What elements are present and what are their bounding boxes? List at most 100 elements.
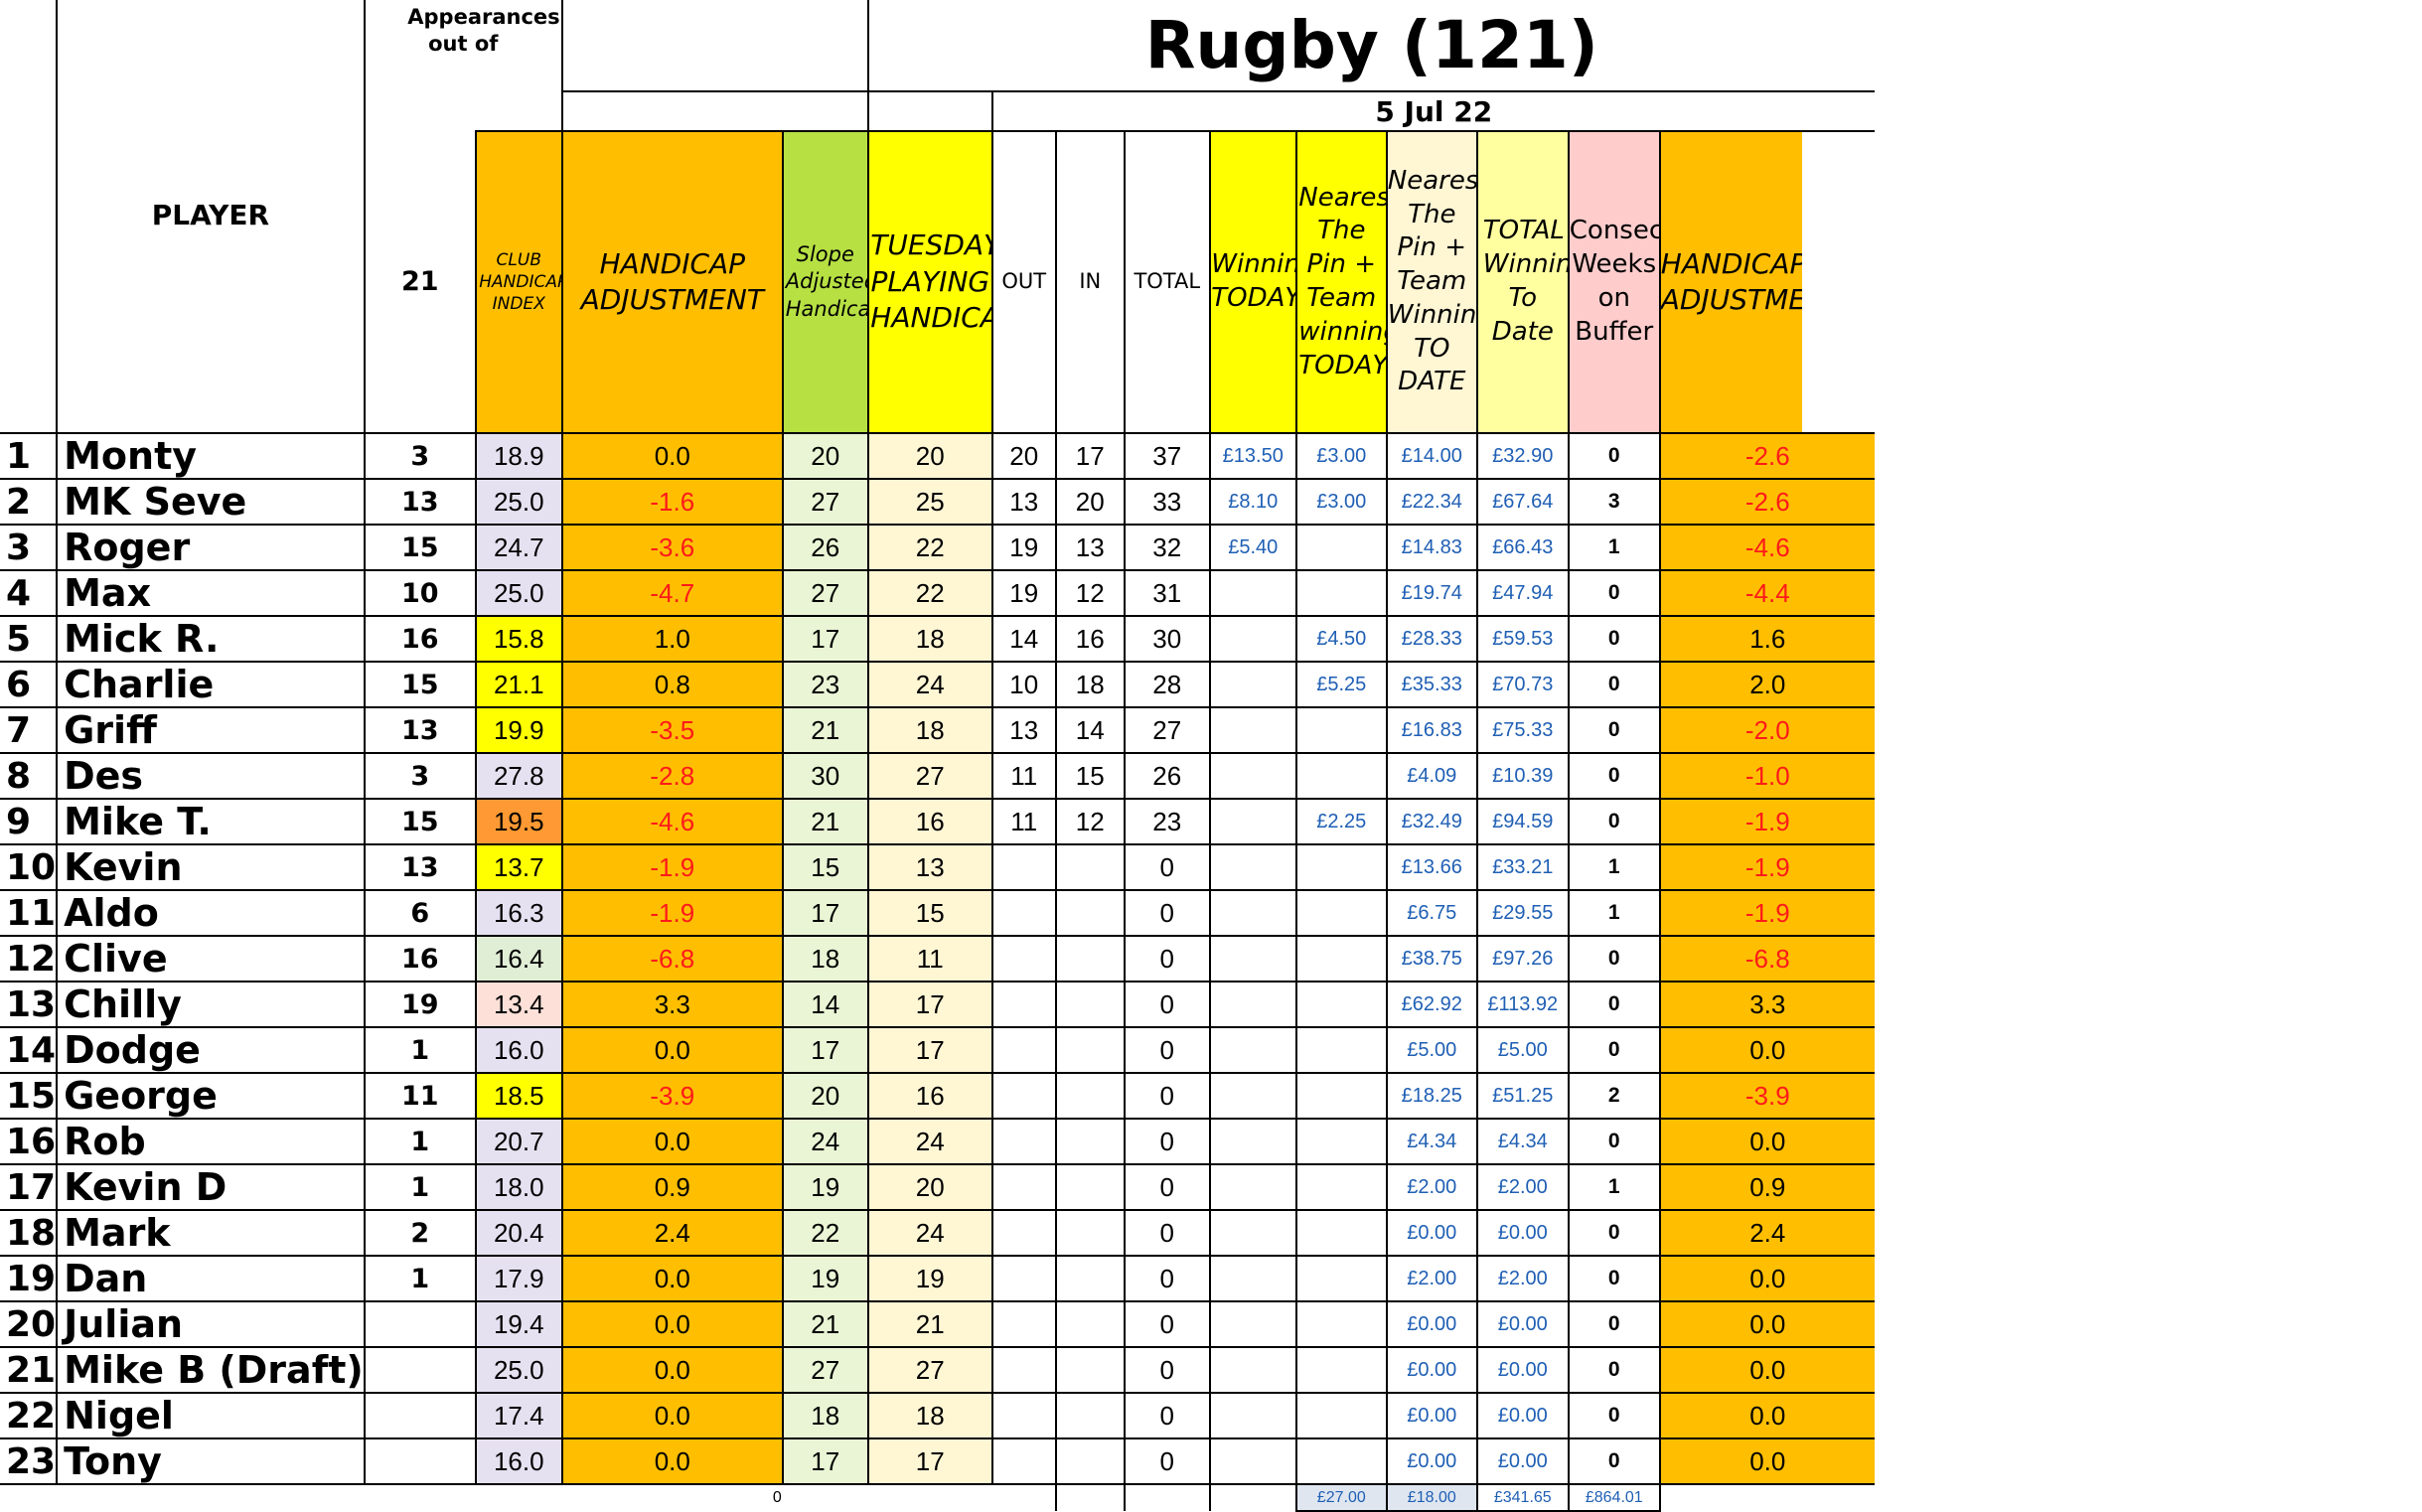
tuesday-handicap: 18	[866, 706, 993, 754]
total-to-date: £66.43	[1475, 524, 1570, 571]
score-out: 13	[990, 478, 1057, 526]
handicap-adjustment-2: -6.8	[1658, 935, 1875, 983]
winnings-today	[1208, 1437, 1297, 1485]
consec-weeks: 0	[1567, 615, 1661, 663]
tuesday-handicap: 24	[866, 1209, 993, 1257]
row-number: 3	[0, 524, 59, 571]
player-name: Kevin D	[56, 1163, 366, 1211]
row-number: 22	[0, 1392, 59, 1439]
tuesday-handicap: 15	[866, 889, 993, 937]
appearances-label-text: Appearances out of	[407, 5, 560, 57]
player-name: Clive	[56, 935, 366, 983]
total-to-date: £59.53	[1475, 615, 1570, 663]
header-player: PLAYER	[56, 0, 366, 434]
slope-handicap: 23	[781, 661, 869, 708]
ntp-to-date: £0.00	[1385, 1209, 1478, 1257]
score-out	[990, 1026, 1057, 1074]
handicap-adjustment-2-text: HANDICAP ADJUSTMENT	[1660, 246, 1802, 316]
winnings-today	[1208, 569, 1297, 617]
tuesday-handicap: 18	[866, 1392, 993, 1439]
header-blank-3	[560, 90, 869, 132]
consec-weeks: 0	[1567, 569, 1661, 617]
winnings-today: £13.50	[1208, 432, 1297, 480]
appearances: 3	[363, 752, 477, 800]
score-total: 0	[1123, 843, 1211, 891]
header-appearances-label: Appearances out of	[363, 0, 563, 91]
handicap-adjustment: -4.6	[560, 798, 784, 845]
player-name: Tony	[56, 1437, 366, 1485]
table-row: 2 MK Seve 13 25.0 -1.6 27 25 13 20 33 £8.10 £3.00 £2…	[0, 478, 1875, 526]
club-index: 24.7	[474, 524, 563, 571]
ntp-to-date: £4.34	[1385, 1118, 1478, 1165]
winnings-today: £5.40	[1208, 524, 1297, 571]
consec-weeks: 2	[1567, 1072, 1661, 1120]
slope-handicap: 24	[781, 1118, 869, 1165]
handicap-adjustment-text: HANDICAP ADJUSTMENT	[580, 246, 764, 316]
consec-weeks: 0	[1567, 798, 1661, 845]
total-to-date: £0.00	[1475, 1392, 1570, 1439]
totals-row: 0 £27.00 £18.00 £341.65 £864.01	[0, 1483, 1875, 1512]
table-row: 14 Dodge 1 16.0 0.0 17 17 0 £5.00 £5.00 0 0.0	[0, 1026, 1875, 1074]
score-in: 12	[1054, 569, 1126, 617]
consec-weeks: 0	[1567, 661, 1661, 708]
row-number: 19	[0, 1255, 59, 1302]
score-out	[990, 889, 1057, 937]
club-index: 16.4	[474, 935, 563, 983]
score-in	[1054, 1437, 1126, 1485]
score-out: 19	[990, 569, 1057, 617]
score-total: 0	[1123, 1437, 1211, 1485]
appearances: 13	[363, 843, 477, 891]
score-out	[990, 935, 1057, 983]
ntp-today	[1294, 1163, 1388, 1211]
appearances: 6	[363, 889, 477, 937]
club-index: 27.8	[474, 752, 563, 800]
score-in	[1054, 1026, 1126, 1074]
winnings-today	[1208, 889, 1297, 937]
total-to-date: £47.94	[1475, 569, 1570, 617]
ntp-to-date: £5.00	[1385, 1026, 1478, 1074]
ntp-to-date: £0.00	[1385, 1300, 1478, 1348]
player-name: Monty	[56, 432, 366, 480]
total-to-date: £29.55	[1475, 889, 1570, 937]
table-row: 6 Charlie 15 21.1 0.8 23 24 10 18 28 £5.25 £35.33 £7…	[0, 661, 1875, 708]
handicap-adjustment-2: 0.0	[1658, 1437, 1875, 1485]
ntp-today	[1294, 1300, 1388, 1348]
player-name: Dodge	[56, 1026, 366, 1074]
handicap-adjustment-2: -2.6	[1658, 432, 1875, 480]
player-name: Chilly	[56, 981, 366, 1028]
score-in: 16	[1054, 615, 1126, 663]
appearances: 2	[363, 1209, 477, 1257]
club-index: 20.4	[474, 1209, 563, 1257]
score-out	[990, 1209, 1057, 1257]
winnings-today	[1208, 981, 1297, 1028]
score-out	[990, 1255, 1057, 1302]
slope-handicap: 19	[781, 1163, 869, 1211]
table-row: 1 Monty 3 18.9 0.0 20 20 20 17 37 £13.50 £3.00 £14.0…	[0, 432, 1875, 480]
row-number: 14	[0, 1026, 59, 1074]
total-to-date: £2.00	[1475, 1255, 1570, 1302]
tuesday-handicap: 16	[866, 798, 993, 845]
player-name: Mark	[56, 1209, 366, 1257]
header-total-to-date: TOTAL Winnings To Date	[1475, 130, 1570, 434]
score-total: 32	[1123, 524, 1211, 571]
winnings-today	[1208, 706, 1297, 754]
tuesday-handicap: 25	[866, 478, 993, 526]
date-label: 5 Jul 22	[990, 90, 1875, 132]
handicap-adjustment-2: 0.0	[1658, 1118, 1875, 1165]
player-name: Dan	[56, 1255, 366, 1302]
winnings-today	[1208, 1392, 1297, 1439]
consec-weeks: 0	[1567, 432, 1661, 480]
score-out: 11	[990, 798, 1057, 845]
ntp-to-date: £32.49	[1385, 798, 1478, 845]
appearances: 3	[363, 432, 477, 480]
row-number: 23	[0, 1437, 59, 1485]
score-out: 14	[990, 615, 1057, 663]
slope-handicap: 14	[781, 981, 869, 1028]
score-in	[1054, 1118, 1126, 1165]
ntp-today: £5.25	[1294, 661, 1388, 708]
appearances: 19	[363, 981, 477, 1028]
table-row: 23 Tony 16.0 0.0 17 17 0 £0.00 £0.00 0 0.0	[0, 1437, 1875, 1485]
handicap-adjustment-2: -2.0	[1658, 706, 1875, 754]
club-index: 19.5	[474, 798, 563, 845]
score-out	[990, 1072, 1057, 1120]
